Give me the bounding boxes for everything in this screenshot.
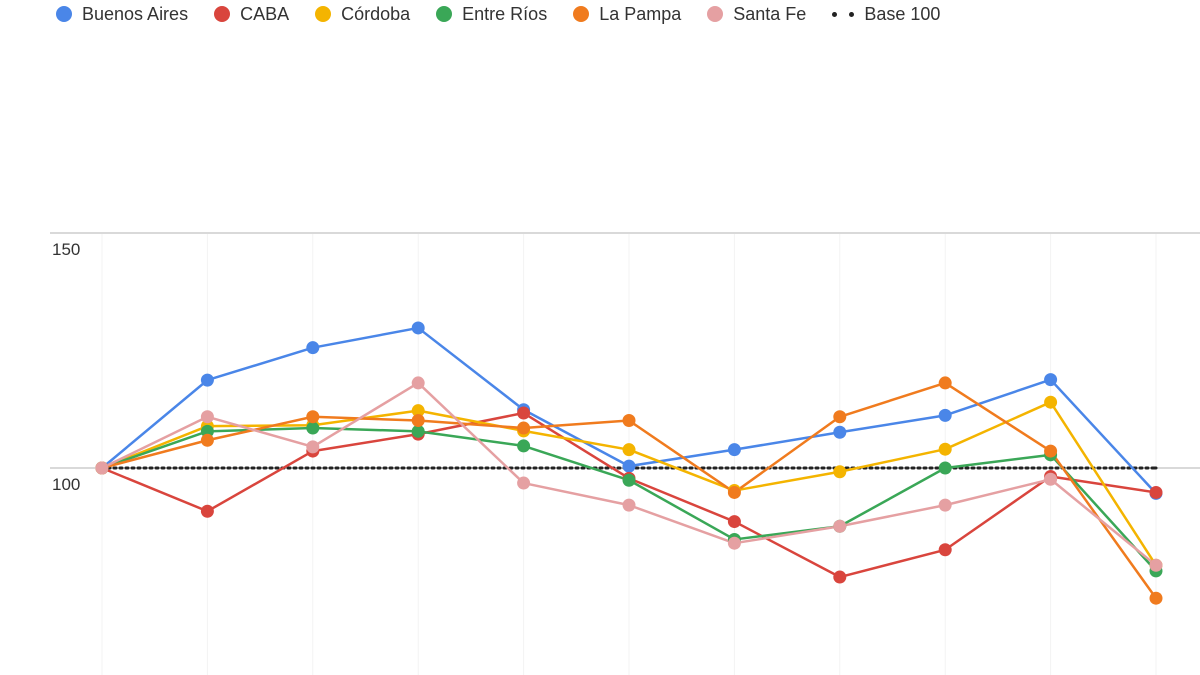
data-point-buenos-aires — [833, 425, 847, 439]
data-point-la-pampa — [411, 414, 425, 428]
data-point-la-pampa — [622, 414, 636, 428]
data-point-buenos-aires — [200, 373, 214, 387]
legend-marker — [56, 6, 72, 22]
data-point-la-pampa — [833, 410, 847, 424]
data-point-santa-fe — [306, 440, 320, 454]
data-point-la-pampa — [200, 433, 214, 447]
legend-label: Base 100 — [864, 3, 941, 24]
legend-label: Córdoba — [341, 3, 411, 24]
data-point-cordoba — [1044, 395, 1058, 409]
legend-item-santa-fe[interactable]: Santa Fe — [707, 4, 806, 25]
legend-marker — [214, 6, 231, 22]
data-point-entre-rios — [200, 424, 214, 438]
data-point-santa-fe — [938, 498, 952, 512]
legend-label: Santa Fe — [733, 3, 807, 24]
data-point-santa-fe — [95, 461, 109, 475]
data-point-buenos-aires — [1044, 373, 1058, 387]
legend-marker — [436, 6, 453, 22]
data-point-caba — [1149, 485, 1163, 499]
legend-marker — [573, 6, 590, 22]
legend-item-la-pampa[interactable]: La Pampa — [573, 4, 681, 25]
data-point-cordoba — [833, 465, 847, 479]
legend-label: CABA — [240, 3, 290, 24]
data-point-cordoba — [938, 442, 952, 456]
data-point-buenos-aires — [727, 443, 741, 457]
data-point-santa-fe — [517, 476, 531, 490]
legend-item-cordoba[interactable]: Córdoba — [315, 4, 410, 25]
data-point-la-pampa — [1149, 591, 1163, 605]
legend-label: Buenos Aires — [82, 3, 189, 24]
legend-item-caba[interactable]: CABA — [214, 4, 289, 25]
data-point-la-pampa — [306, 410, 320, 424]
data-point-la-pampa — [938, 376, 952, 390]
legend-marker — [832, 6, 855, 22]
data-point-santa-fe — [1044, 472, 1058, 486]
data-point-cordoba — [622, 443, 636, 457]
legend-item-buenos-aires[interactable]: Buenos Aires — [56, 4, 188, 25]
data-point-entre-rios — [411, 424, 425, 438]
data-point-caba — [200, 504, 214, 518]
data-point-la-pampa — [727, 485, 741, 499]
data-point-cordoba — [411, 404, 425, 418]
data-point-caba — [938, 543, 952, 557]
data-point-entre-rios — [938, 461, 952, 475]
data-point-santa-fe — [727, 536, 741, 550]
legend-marker — [707, 6, 724, 22]
data-point-buenos-aires — [622, 459, 636, 473]
y-tick-label: 150 — [52, 240, 80, 259]
chart-legend: Buenos Aires CABA Córdoba Entre Ríos La Pamp… — [56, 2, 966, 26]
data-point-santa-fe — [1149, 558, 1163, 572]
data-point-santa-fe — [833, 519, 847, 533]
data-point-la-pampa — [517, 421, 531, 435]
data-point-entre-rios — [517, 439, 531, 453]
data-point-buenos-aires — [938, 408, 952, 422]
legend-label: La Pampa — [599, 3, 682, 24]
data-point-santa-fe — [622, 498, 636, 512]
legend-marker — [315, 6, 332, 22]
data-point-entre-rios — [306, 421, 320, 435]
data-point-santa-fe — [411, 376, 425, 390]
legend-item-base-100[interactable]: Base 100 — [832, 4, 940, 25]
data-point-caba — [727, 515, 741, 529]
data-point-santa-fe — [200, 410, 214, 424]
data-point-entre-rios — [622, 473, 636, 487]
data-point-caba — [833, 570, 847, 584]
y-tick-label: 100 — [52, 475, 80, 494]
data-point-buenos-aires — [306, 341, 320, 355]
legend-label: Entre Ríos — [462, 3, 548, 24]
data-point-la-pampa — [1044, 444, 1058, 458]
data-point-buenos-aires — [411, 321, 425, 335]
data-point-caba — [517, 406, 531, 420]
legend-item-entre-rios[interactable]: Entre Ríos — [436, 4, 547, 25]
